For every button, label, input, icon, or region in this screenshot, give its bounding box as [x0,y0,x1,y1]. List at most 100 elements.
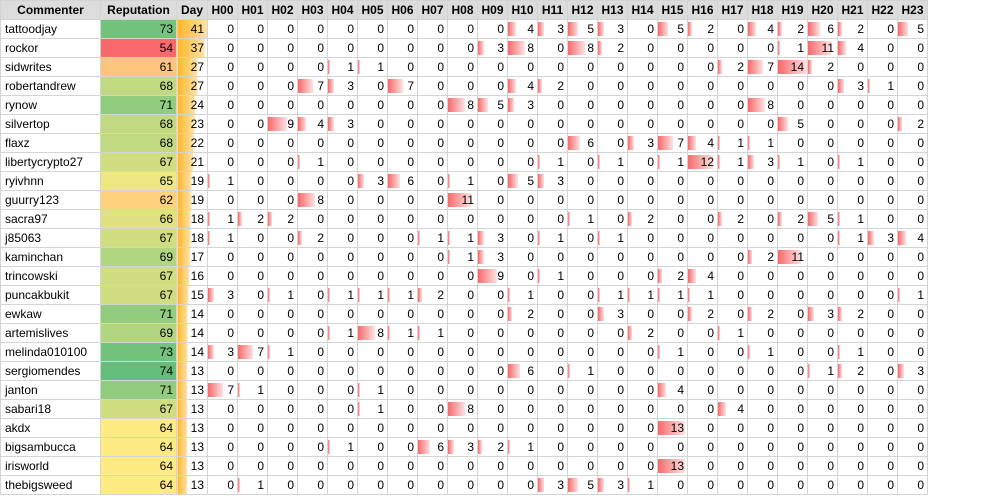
hour-cell-h01[interactable]: 0 [237,456,268,476]
hour-cell-h11[interactable]: 0 [537,380,568,400]
hour-cell-h14[interactable]: 0 [627,190,658,210]
column-header-h03[interactable]: H03 [297,0,328,20]
hour-cell-h08[interactable]: 11 [447,190,478,210]
reputation-cell[interactable]: 65 [100,171,177,191]
reputation-cell[interactable]: 74 [100,361,177,381]
hour-cell-h06[interactable]: 0 [387,95,418,115]
hour-cell-h19[interactable]: 5 [777,114,808,134]
hour-cell-h00[interactable]: 0 [207,456,238,476]
hour-cell-h04[interactable]: 3 [327,114,358,134]
hour-cell-h02[interactable]: 0 [267,437,298,457]
hour-cell-h16[interactable]: 0 [687,418,718,438]
hour-cell-h12[interactable]: 8 [567,38,598,58]
hour-cell-h17[interactable]: 0 [717,38,748,58]
hour-cell-h20[interactable]: 0 [807,171,838,191]
hour-cell-h12[interactable]: 0 [567,57,598,77]
hour-cell-h11[interactable]: 1 [537,228,568,248]
hour-cell-h00[interactable]: 1 [207,209,238,229]
commenter-name-cell[interactable]: sergiomendes [0,361,101,381]
hour-cell-h14[interactable]: 0 [627,380,658,400]
hour-cell-h09[interactable]: 5 [477,95,508,115]
hour-cell-h00[interactable]: 0 [207,38,238,58]
hour-cell-h02[interactable]: 0 [267,95,298,115]
hour-cell-h05[interactable]: 0 [357,342,388,362]
day-count-cell[interactable]: 18 [176,228,208,248]
hour-cell-h11[interactable]: 0 [537,456,568,476]
hour-cell-h19[interactable]: 0 [777,266,808,286]
hour-cell-h20[interactable]: 0 [807,475,838,495]
hour-cell-h22[interactable]: 0 [867,209,898,229]
hour-cell-h11[interactable]: 0 [537,304,568,324]
hour-cell-h15[interactable]: 0 [657,323,688,343]
hour-cell-h06[interactable]: 0 [387,133,418,153]
hour-cell-h10[interactable]: 2 [507,304,538,324]
hour-cell-h21[interactable]: 0 [837,57,868,77]
hour-cell-h14[interactable]: 2 [627,209,658,229]
hour-cell-h04[interactable]: 0 [327,266,358,286]
reputation-cell[interactable]: 61 [100,57,177,77]
hour-cell-h03[interactable]: 1 [297,152,328,172]
hour-cell-h03[interactable]: 8 [297,190,328,210]
hour-cell-h07[interactable]: 0 [417,38,448,58]
hour-cell-h00[interactable]: 0 [207,57,238,77]
hour-cell-h05[interactable]: 0 [357,38,388,58]
hour-cell-h15[interactable]: 0 [657,437,688,457]
hour-cell-h00[interactable]: 0 [207,114,238,134]
hour-cell-h09[interactable]: 0 [477,133,508,153]
hour-cell-h23[interactable]: 5 [897,19,928,39]
column-header-h11[interactable]: H11 [537,0,568,20]
hour-cell-h05[interactable]: 0 [357,475,388,495]
hour-cell-h12[interactable]: 0 [567,228,598,248]
hour-cell-h02[interactable]: 0 [267,380,298,400]
hour-cell-h11[interactable]: 0 [537,133,568,153]
hour-cell-h06[interactable]: 0 [387,114,418,134]
hour-cell-h19[interactable]: 1 [777,38,808,58]
hour-cell-h22[interactable]: 0 [867,361,898,381]
hour-cell-h23[interactable]: 2 [897,114,928,134]
hour-cell-h12[interactable]: 1 [567,361,598,381]
column-header-h09[interactable]: H09 [477,0,508,20]
hour-cell-h21[interactable]: 4 [837,38,868,58]
hour-cell-h21[interactable]: 1 [837,342,868,362]
hour-cell-h18[interactable]: 0 [747,418,778,438]
hour-cell-h09[interactable]: 0 [477,285,508,305]
hour-cell-h00[interactable]: 0 [207,437,238,457]
hour-cell-h22[interactable]: 0 [867,95,898,115]
commenter-name-cell[interactable]: kaminchan [0,247,101,267]
hour-cell-h23[interactable]: 0 [897,342,928,362]
hour-cell-h16[interactable]: 4 [687,266,718,286]
hour-cell-h15[interactable]: 1 [657,152,688,172]
hour-cell-h04[interactable]: 0 [327,361,358,381]
hour-cell-h16[interactable]: 0 [687,399,718,419]
hour-cell-h07[interactable]: 0 [417,361,448,381]
hour-cell-h01[interactable]: 7 [237,342,268,362]
hour-cell-h05[interactable]: 0 [357,209,388,229]
hour-cell-h02[interactable]: 0 [267,228,298,248]
hour-cell-h19[interactable]: 0 [777,456,808,476]
commenter-name-cell[interactable]: thebigsweed [0,475,101,495]
hour-cell-h06[interactable]: 0 [387,38,418,58]
day-count-cell[interactable]: 13 [176,361,208,381]
hour-cell-h19[interactable]: 0 [777,399,808,419]
hour-cell-h03[interactable]: 0 [297,475,328,495]
column-header-commenter[interactable]: Commenter [0,0,101,20]
hour-cell-h07[interactable]: 0 [417,76,448,96]
hour-cell-h01[interactable]: 0 [237,95,268,115]
hour-cell-h01[interactable]: 0 [237,266,268,286]
hour-cell-h20[interactable]: 0 [807,247,838,267]
hour-cell-h15[interactable]: 0 [657,361,688,381]
hour-cell-h22[interactable]: 0 [867,190,898,210]
hour-cell-h21[interactable]: 0 [837,323,868,343]
hour-cell-h06[interactable]: 0 [387,399,418,419]
column-header-h23[interactable]: H23 [897,0,928,20]
hour-cell-h14[interactable]: 0 [627,57,658,77]
hour-cell-h06[interactable]: 0 [387,418,418,438]
hour-cell-h16[interactable]: 0 [687,475,718,495]
hour-cell-h04[interactable]: 0 [327,190,358,210]
hour-cell-h17[interactable]: 0 [717,380,748,400]
hour-cell-h23[interactable]: 0 [897,399,928,419]
hour-cell-h17[interactable]: 1 [717,152,748,172]
hour-cell-h17[interactable]: 0 [717,266,748,286]
hour-cell-h13[interactable]: 0 [597,95,628,115]
hour-cell-h01[interactable]: 1 [237,475,268,495]
